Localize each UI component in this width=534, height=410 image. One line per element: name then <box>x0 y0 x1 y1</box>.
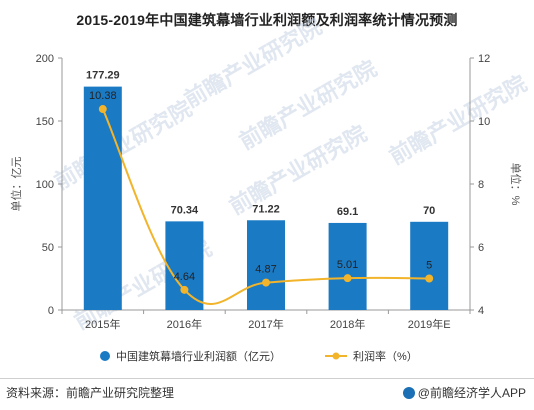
bar-series: 177.29 70.34 71.22 69.1 70 <box>83 70 449 311</box>
legend: 中国建筑幕墙行业利润额（亿元） 利润率（%） <box>100 349 418 363</box>
bar-value-label: 70.34 <box>171 204 199 216</box>
source-note: 资料来源：前瞻产业研究院整理 <box>6 386 175 400</box>
chart-canvas: 前瞻产业研究院 前瞻产业研究院前瞻产业研究院前瞻产业研究院前瞻产业研究院前瞻产业研… <box>9 14 531 363</box>
bar <box>247 220 285 310</box>
y-right-tick-label: 10 <box>478 116 490 128</box>
x-tick-label: 2017年 <box>248 317 283 331</box>
rate-point <box>262 278 270 287</box>
y-left-tick-label: 50 <box>42 242 54 254</box>
brand-logo-icon <box>402 387 415 399</box>
watermark-layer: 前瞻产业研究院 前瞻产业研究院前瞻产业研究院前瞻产业研究院前瞻产业研究院前瞻产业研… <box>50 14 531 335</box>
bar-value-label: 177.29 <box>86 70 120 82</box>
y-right-tick-label: 8 <box>478 179 484 191</box>
y-axis-right-title: 单位：% <box>509 163 523 206</box>
brand-label: @前瞻经济学人APP <box>417 386 526 400</box>
rate-value-label: 5 <box>426 260 432 272</box>
rate-point <box>180 285 189 294</box>
legend-line-marker <box>332 352 340 360</box>
y-right-tick-label: 4 <box>478 305 484 317</box>
bar-value-label: 69.1 <box>337 206 358 218</box>
rate-point <box>425 274 434 283</box>
watermark-text: 前瞻产业研究院 <box>50 96 196 195</box>
line-series: 10.38 4.64 4.87 5.01 5 <box>89 90 434 305</box>
bar <box>410 221 449 310</box>
y-axis-left-title: 单位：亿元 <box>9 157 23 212</box>
rate-value-label: 5.01 <box>337 259 358 271</box>
rate-value-label: 4.64 <box>174 271 195 283</box>
axes: 0 50 100 150 200 4 6 8 10 12 2015年 2016年 2017年 2018年 2… <box>9 53 523 331</box>
footer-divider <box>0 378 534 379</box>
rate-line <box>101 108 430 305</box>
watermark-text: 前瞻产业研究院 <box>385 71 531 170</box>
y-left-tick-label: 200 <box>36 53 54 65</box>
chart-title: 2015-2019年中国建筑幕墙行业利润额及利润率统计情况预测 <box>76 12 458 28</box>
brand-credit: @前瞻经济学人APP <box>402 384 526 401</box>
x-tick-label: 2016年 <box>167 317 202 331</box>
bar <box>165 221 204 310</box>
rate-point <box>98 105 107 114</box>
rate-value-label: 10.38 <box>89 90 117 102</box>
y-left-tick-label: 150 <box>36 116 54 128</box>
y-left-tick-label: 100 <box>36 179 54 191</box>
y-left-tick-label: 0 <box>48 305 54 317</box>
y-right-tick-label: 12 <box>478 53 490 65</box>
legend-line-label: 利润率（%） <box>353 349 418 363</box>
x-tick-label: 2015年 <box>85 317 120 331</box>
bar-value-label: 70 <box>423 205 435 217</box>
legend-bar-label: 中国建筑幕墙行业利润额（亿元） <box>116 349 281 363</box>
bar <box>83 86 122 311</box>
bar-value-label: 71.22 <box>252 203 280 215</box>
x-tick-label: 2019年E <box>408 317 451 331</box>
bar <box>328 222 367 310</box>
legend-bar-swatch <box>100 351 110 361</box>
x-tick-label: 2018年 <box>330 317 365 331</box>
y-right-tick-label: 6 <box>478 242 484 254</box>
rate-value-label: 4.87 <box>255 264 276 276</box>
rate-point <box>343 274 352 283</box>
